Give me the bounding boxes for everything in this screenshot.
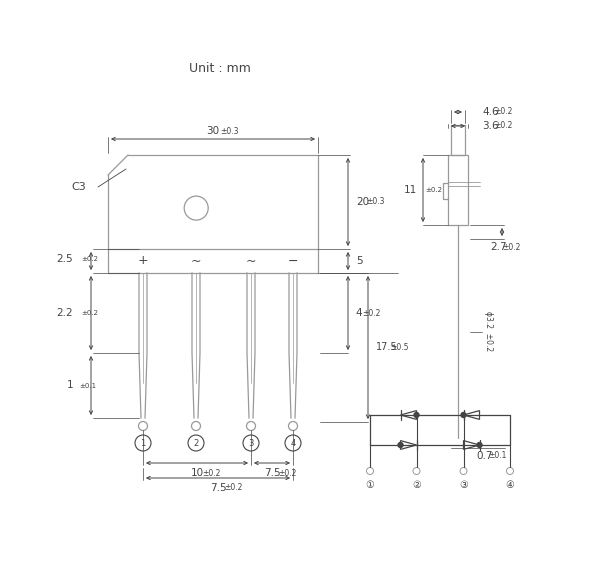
Text: 4: 4 (290, 438, 296, 448)
Text: 30: 30 (206, 126, 220, 136)
Text: 11: 11 (404, 185, 417, 195)
Text: 5: 5 (356, 256, 362, 266)
Text: 1: 1 (67, 381, 73, 391)
Text: ±0.2: ±0.2 (425, 187, 442, 193)
Text: 7.5: 7.5 (209, 483, 226, 493)
Text: 0.7: 0.7 (476, 451, 493, 461)
Circle shape (414, 413, 419, 417)
Text: ~: ~ (246, 255, 256, 268)
Text: −: − (288, 255, 298, 268)
Text: 10: 10 (190, 468, 203, 478)
Text: ±0.3: ±0.3 (220, 127, 238, 135)
Text: ±0.2: ±0.2 (362, 308, 380, 318)
Text: Unit : mm: Unit : mm (189, 61, 251, 75)
Text: 2.7: 2.7 (490, 242, 506, 252)
Text: ±0.2: ±0.2 (224, 483, 242, 493)
Text: ④: ④ (506, 480, 514, 490)
Text: 2: 2 (193, 438, 199, 448)
Text: ±0.2: ±0.2 (494, 107, 512, 117)
Text: ①: ① (365, 480, 374, 490)
Text: 20: 20 (356, 197, 369, 207)
Text: ±0.2: ±0.2 (81, 256, 98, 262)
Text: ±0.2: ±0.2 (494, 121, 512, 131)
Bar (451, 125, 465, 155)
Text: 7.5: 7.5 (263, 468, 280, 478)
Text: 2.5: 2.5 (56, 254, 73, 264)
Text: ~: ~ (191, 255, 201, 268)
Text: 2.2: 2.2 (56, 308, 73, 318)
Text: ±0.1: ±0.1 (79, 382, 96, 388)
Circle shape (461, 413, 466, 417)
Bar (448, 155, 468, 225)
Text: ±0.5: ±0.5 (390, 343, 409, 352)
Circle shape (398, 442, 403, 448)
Text: ②: ② (412, 480, 421, 490)
Text: 17.5: 17.5 (376, 342, 398, 353)
Text: ③: ③ (459, 480, 468, 490)
Text: 1: 1 (140, 438, 146, 448)
Text: ±0.2: ±0.2 (202, 469, 220, 477)
Text: ±0.2: ±0.2 (278, 469, 296, 477)
Text: 3.6: 3.6 (482, 121, 499, 131)
Text: 4.6: 4.6 (482, 107, 499, 117)
Text: ±0.1: ±0.1 (488, 451, 506, 461)
Text: ϕ3.2  ±0.2: ϕ3.2 ±0.2 (484, 311, 493, 352)
Text: +: + (137, 255, 148, 268)
Text: ±0.2: ±0.2 (502, 243, 520, 251)
Text: ±0.3: ±0.3 (366, 198, 385, 206)
Text: C3: C3 (71, 182, 86, 192)
Text: 4: 4 (355, 308, 362, 318)
Text: ±0.2: ±0.2 (81, 310, 98, 316)
Circle shape (477, 442, 482, 448)
Text: 3: 3 (248, 438, 254, 448)
